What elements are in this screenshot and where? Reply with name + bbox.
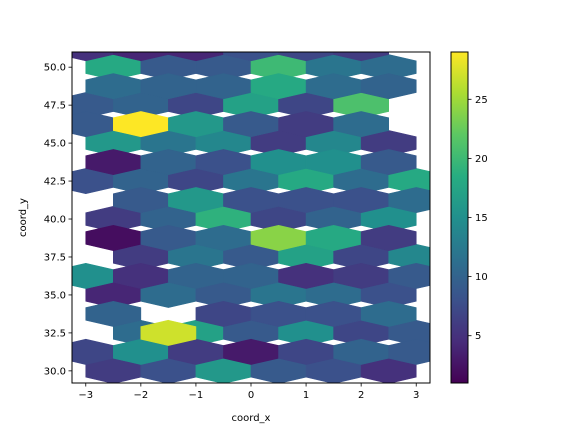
y-tick-label: 47.5 (44, 101, 66, 112)
x-tick-label: 1 (303, 390, 309, 401)
hexbin-cell (333, 111, 389, 138)
colorbar-tick-label: 20 (475, 154, 488, 165)
hexbin-cell (72, 52, 114, 62)
colorbar: 5 10 15 20 25 (450, 51, 488, 384)
hexbin-cell (360, 300, 417, 327)
x-tick-label: 2 (358, 390, 364, 401)
hexbin-cell (360, 73, 417, 100)
colorbar-ticks: 5 10 15 20 25 (468, 95, 488, 342)
colorbar-tick-label: 25 (475, 95, 488, 106)
colorbar-tick-label: 15 (475, 213, 488, 224)
x-tick-label: 0 (248, 390, 254, 401)
y-tick-label: 40.0 (44, 215, 66, 226)
hexbin-cell (168, 52, 224, 62)
y-tick-label: 30.0 (44, 366, 66, 377)
y-tick-label: 37.5 (44, 252, 66, 263)
hexbin-cell (388, 187, 430, 213)
x-tick-label: −1 (189, 390, 204, 401)
y-tick-label: 35.0 (44, 290, 66, 301)
y-axis-label: coord_y (18, 198, 29, 237)
x-tick-label: −3 (78, 390, 93, 401)
hexbin-cell (388, 262, 430, 289)
hexbin-cell (85, 300, 142, 327)
hexbin-cell (140, 319, 197, 346)
colorbar-tick-label: 5 (475, 331, 481, 342)
hexbin-cell (223, 52, 279, 62)
x-tick-label: 3 (413, 390, 419, 401)
y-tick-label: 50.0 (44, 63, 66, 74)
y-tick-label: 45.0 (44, 139, 66, 150)
y-tick-label: 32.5 (44, 328, 66, 339)
x-tick-label: −2 (133, 390, 148, 401)
hexbin-cell (333, 52, 389, 62)
hexbin-cells (72, 52, 430, 383)
hexbin-cell (360, 225, 417, 251)
hexbin-cell (360, 149, 417, 176)
hexbin-cell (388, 338, 430, 365)
y-tick-label: 42.5 (44, 177, 66, 188)
y-axis-ticks: 30.0 32.5 35.0 37.5 40.0 42.5 45.0 47.5 50.0 (44, 63, 72, 377)
colorbar-tick-label: 10 (475, 272, 488, 283)
x-axis-label: coord_x (232, 413, 271, 424)
colorbar-gradient (451, 52, 468, 383)
x-axis-ticks: −3 −2 −1 0 1 2 3 (78, 383, 419, 401)
hexbin-cell (278, 52, 334, 62)
hexbin-cell (113, 52, 169, 62)
